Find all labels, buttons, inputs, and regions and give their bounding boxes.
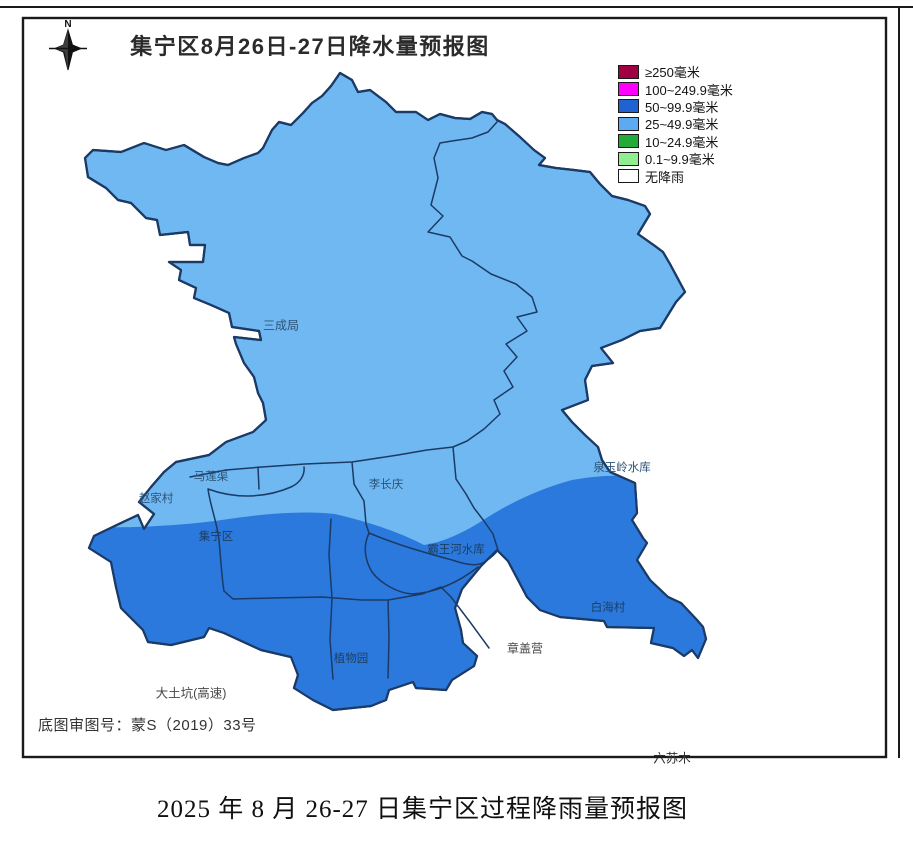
- legend-row: 0.1~9.9毫米: [618, 150, 733, 167]
- legend-row: ≥250毫米: [618, 63, 733, 80]
- legend-swatch-250plus: [618, 64, 639, 79]
- compass-north-label: N: [64, 19, 71, 30]
- legend-swatch-25-49: [618, 116, 639, 131]
- place-label-bawanghe-reservoir: 霸王河水库: [427, 544, 485, 556]
- legend-label: ≥250毫米: [645, 65, 700, 81]
- legend-swatch-100-249: [618, 82, 639, 97]
- legend-row: 50~99.9毫米: [618, 98, 733, 115]
- legend-swatch-0-9: [618, 151, 639, 166]
- place-label-lichangqing: 李长庆: [368, 479, 404, 491]
- legend-row: 无降雨: [618, 167, 733, 185]
- legend-row: 100~249.9毫米: [618, 80, 733, 98]
- place-label-malianqu: 马莲渠: [193, 471, 229, 483]
- district-outline: [83, 71, 708, 712]
- place-label-quanyuling-reservoir: 泉玉岭水库: [593, 462, 651, 474]
- legend-label: 无降雨: [645, 169, 685, 185]
- page-top-rule: [0, 6, 913, 8]
- place-label-jiningqu: 集宁区: [198, 531, 234, 543]
- legend-label: 0.1~9.9毫米: [645, 152, 715, 168]
- legend-row: 10~24.9毫米: [618, 133, 733, 150]
- legend-swatch-none: [618, 169, 639, 184]
- legend-swatch-10-24: [618, 134, 639, 149]
- compass-icon: N: [49, 19, 87, 71]
- map-approval-footnote: 底图审图号：蒙S（2019）33号: [38, 717, 257, 734]
- legend: ≥250毫米 100~249.9毫米 50~99.9毫米 25~49.9毫米 1…: [618, 63, 733, 185]
- map-title: 集宁区8月26日-27日降水量预报图: [130, 34, 490, 59]
- place-label-zhanggaiying: 章盖营: [506, 641, 544, 656]
- place-label-liusumu: 六苏木: [653, 751, 691, 766]
- place-label-zhiwuyuan: 植物园: [333, 653, 369, 665]
- legend-label: 25~49.9毫米: [645, 117, 719, 133]
- page-right-rule: [898, 6, 900, 758]
- internal-boundaries: [189, 121, 538, 680]
- legend-label: 100~249.9毫米: [645, 82, 733, 98]
- legend-swatch-50-99: [618, 99, 639, 114]
- legend-row: 25~49.9毫米: [618, 115, 733, 132]
- map-frame: [21, 16, 888, 759]
- forecast-map-canvas: N: [21, 16, 888, 759]
- place-label-datukeng: 大土坑(高速): [155, 686, 227, 701]
- legend-label: 10~24.9毫米: [645, 134, 719, 150]
- place-label-baihaicun: 白海村: [590, 602, 626, 614]
- legend-label: 50~99.9毫米: [645, 99, 719, 115]
- place-label-zhaojiacun: 赵家村: [138, 493, 174, 505]
- place-label-sanchengju: 三成局: [262, 318, 300, 333]
- figure-caption: 2025 年 8 月 26-27 日集宁区过程降雨量预报图: [156, 796, 689, 823]
